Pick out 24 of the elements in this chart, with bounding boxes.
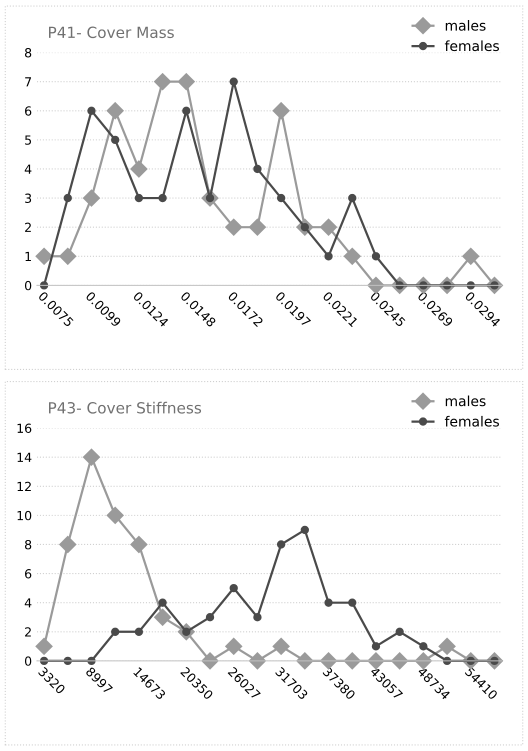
y-tick-label: 8 (24, 540, 32, 550)
y-tick-label: 6 (25, 569, 32, 579)
legend-label: females (444, 40, 499, 52)
legend-label: males (446, 396, 486, 406)
y-tick-label: 16 (18, 424, 32, 433)
y-tick-label: 5 (25, 136, 32, 145)
legend-label: males (446, 20, 486, 31)
y-tick-label: 7 (25, 77, 32, 86)
y-tick-label: 0 (24, 280, 32, 290)
chart-title: P41- Cover Mass (49, 26, 174, 38)
y-tick-label: 8 (24, 48, 32, 58)
y-tick-label: 2 (25, 222, 31, 232)
y-tick-label: 10 (18, 510, 32, 520)
chart-title: P43- Cover Stiffness (49, 402, 202, 414)
y-tick-label: 4 (24, 164, 32, 174)
y-tick-label: 12 (18, 482, 31, 492)
y-tick-label: 3 (25, 194, 32, 204)
y-tick-label: 0 (24, 656, 32, 666)
y-tick-label: 6 (25, 106, 32, 116)
y-tick-label: 14 (18, 452, 32, 462)
y-tick-label: 4 (24, 598, 32, 608)
y-tick-label: 2 (25, 627, 31, 637)
y-tick-label: 1 (26, 252, 31, 262)
legend-label: females (444, 416, 499, 427)
